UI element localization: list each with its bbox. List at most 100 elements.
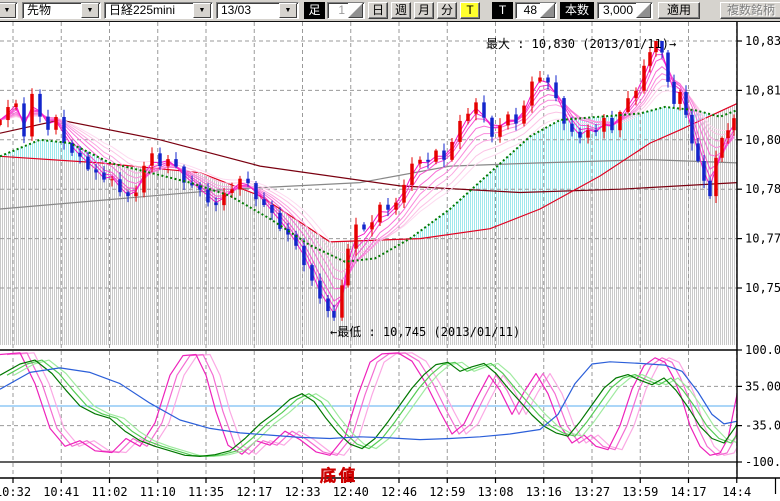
- chart-window: ▼ 先物 ▼ 日経225mini ▼ 13/03 ▼ 足 1 日 週 月 分 T…: [0, 0, 780, 501]
- left-stub-combo[interactable]: ▼: [0, 2, 18, 19]
- candle-body: [54, 117, 58, 130]
- chevron-down-icon[interactable]: ▼: [193, 3, 211, 18]
- chevron-down-icon[interactable]: ▼: [81, 3, 99, 18]
- candle-body: [206, 190, 210, 203]
- candle-body: [458, 121, 462, 142]
- price-axis-label: 10,785: [745, 182, 780, 196]
- tick-count-value: 48: [516, 3, 539, 18]
- candle-body: [466, 114, 470, 121]
- contract-month-combo[interactable]: 13/03 ▼: [216, 2, 299, 19]
- candle-body: [602, 118, 606, 132]
- candle-body: [554, 82, 558, 98]
- candle-body: [386, 205, 390, 210]
- candle-body: [498, 125, 502, 136]
- price-axis-label: 10,755: [745, 281, 780, 295]
- candle-body: [118, 179, 122, 192]
- candle-body: [310, 265, 314, 281]
- time-axis-label: 11:02: [91, 485, 127, 499]
- symbol-combo[interactable]: 日経225mini ▼: [104, 2, 213, 19]
- osc-axis-label: -35.00: [745, 419, 780, 433]
- candle-body: [546, 78, 550, 83]
- candle-body: [530, 82, 534, 106]
- interval-spinner[interactable]: 1: [327, 2, 365, 19]
- candle-body: [594, 130, 598, 132]
- candle-body: [22, 103, 26, 136]
- candle-body: [418, 160, 422, 164]
- candle-body: [318, 281, 322, 299]
- spin-button-icon[interactable]: [636, 3, 651, 18]
- max-price-annotation: 最大 : 10,830 (2013/01/11)→: [486, 35, 676, 52]
- time-axis-label: 12:17: [236, 485, 272, 499]
- candle-body: [426, 160, 430, 162]
- candle-body: [222, 193, 226, 205]
- candle-body: [254, 183, 258, 199]
- period-button-day[interactable]: 日: [368, 2, 388, 19]
- price-axis-label: 10,815: [745, 83, 780, 97]
- candle-body: [238, 179, 242, 190]
- time-axis-label: 10:32: [0, 485, 31, 499]
- candle-body: [726, 130, 730, 138]
- period-button-week[interactable]: 週: [391, 2, 411, 19]
- osc-axis-label: -100.0: [745, 455, 780, 469]
- time-axis-label: 13:59: [622, 485, 658, 499]
- chevron-down-icon[interactable]: ▼: [279, 3, 297, 18]
- spin-button-icon[interactable]: [348, 3, 363, 18]
- osc-green-line: [0, 360, 742, 456]
- candle-body: [648, 52, 652, 66]
- candle-body: [30, 94, 34, 137]
- candle-body: [302, 246, 306, 265]
- candle-body: [690, 115, 694, 144]
- tick-count-label: T: [492, 2, 513, 19]
- chart-area: 10,83010,81510,80010,78510,77010,755100.…: [0, 22, 780, 501]
- period-button-tick[interactable]: T: [460, 2, 480, 19]
- candle-body: [720, 138, 724, 158]
- candle-body: [708, 181, 712, 196]
- bar-count-value: 3,000: [598, 3, 635, 18]
- min-price-annotation: ←最低 : 10,745 (2013/01/11): [330, 323, 520, 340]
- candle-body: [86, 157, 90, 170]
- bottom-value-annotation: 底値: [320, 462, 358, 486]
- candle-body: [702, 161, 706, 181]
- spin-button-icon[interactable]: [540, 3, 555, 18]
- bar-count-label: 本数: [560, 2, 594, 19]
- candle-body: [214, 202, 218, 205]
- candle-body: [514, 114, 518, 123]
- contract-combo-value: 13/03: [217, 3, 278, 18]
- multi-symbol-button[interactable]: 複数銘柄: [720, 2, 780, 19]
- candle-body: [246, 179, 250, 183]
- candle-body: [362, 225, 366, 230]
- time-axis-label: 14:17: [670, 485, 706, 499]
- bar-count-spinner[interactable]: 3,000: [597, 2, 653, 19]
- candle-body: [62, 117, 66, 143]
- chart-canvas[interactable]: 10,83010,81510,80010,78510,77010,755100.…: [0, 22, 780, 501]
- candle-body: [732, 118, 736, 130]
- candle-body: [262, 199, 266, 205]
- candle-body: [610, 118, 614, 130]
- time-axis-label: 11:10: [140, 485, 176, 499]
- candle-body: [538, 78, 542, 82]
- apply-button[interactable]: 適用: [658, 2, 700, 19]
- candle-body: [340, 285, 344, 317]
- candle-body: [696, 143, 700, 161]
- candle-body: [394, 203, 398, 210]
- candle-body: [326, 299, 330, 312]
- candle-body: [634, 91, 638, 99]
- candle-body: [78, 153, 82, 157]
- chevron-down-icon[interactable]: ▼: [0, 3, 16, 18]
- price-axis-label: 10,800: [745, 133, 780, 147]
- candle-body: [642, 66, 646, 91]
- tick-count-spinner[interactable]: 48: [515, 2, 557, 19]
- period-button-minute[interactable]: 分: [437, 2, 457, 19]
- candle-body: [434, 151, 438, 162]
- time-axis-label: 13:16: [526, 485, 562, 499]
- candle-body: [174, 159, 178, 166]
- interval-value: 1: [328, 3, 347, 18]
- candle-body: [474, 102, 478, 113]
- candle-body: [586, 130, 590, 137]
- candle-body: [522, 106, 526, 124]
- market-combo[interactable]: 先物 ▼: [22, 2, 101, 19]
- candle-body: [332, 311, 336, 318]
- time-axis-label: 13:08: [477, 485, 513, 499]
- period-button-month[interactable]: 月: [414, 2, 434, 19]
- candle-body: [672, 82, 676, 104]
